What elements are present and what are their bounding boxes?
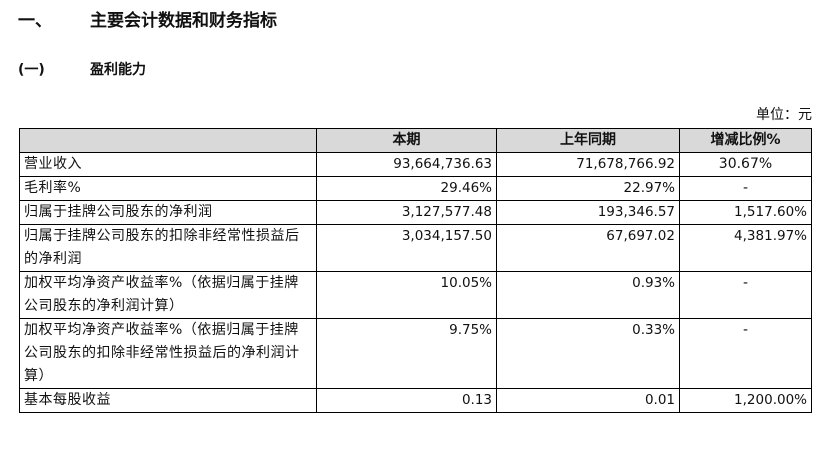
row-change: - xyxy=(679,176,812,201)
row-current: 9.75% xyxy=(316,318,497,389)
financial-indicators-table: 本期 上年同期 增减比例% 营业收入 93,664,736.63 71,678,… xyxy=(19,128,812,413)
table-row: 营业收入 93,664,736.63 71,678,766.92 30.67% xyxy=(19,152,812,177)
row-item: 基本每股收益 xyxy=(19,388,317,413)
row-change: 30.67% xyxy=(679,152,812,177)
table-row: 归属于挂牌公司股东的净利润 3,127,577.48 193,346.57 1,… xyxy=(19,200,812,225)
header-current-period: 本期 xyxy=(316,128,497,153)
row-prior: 67,697.02 xyxy=(496,224,680,272)
row-change: 1,517.60% xyxy=(679,200,812,225)
row-item: 营业收入 xyxy=(19,152,317,177)
header-prior-period: 上年同期 xyxy=(496,128,680,153)
header-change-percent: 增减比例% xyxy=(679,128,812,153)
table-row: 毛利率% 29.46% 22.97% - xyxy=(19,176,812,201)
row-current: 10.05% xyxy=(316,271,497,319)
row-prior: 193,346.57 xyxy=(496,200,680,225)
header-item xyxy=(19,128,317,153)
table-row: 加权平均净资产收益率%（依据归属于挂牌公司股东的净利润计算） 10.05% 0.… xyxy=(19,271,812,319)
section-number: 一、 xyxy=(18,11,52,31)
subsection-number: (一) xyxy=(18,62,45,78)
table-row: 归属于挂牌公司股东的扣除非经常性损益后的净利润 3,034,157.50 67,… xyxy=(19,224,812,272)
section-heading: 一、 主要会计数据和财务指标 xyxy=(18,6,277,31)
unit-label: 单位：元 xyxy=(756,107,812,123)
row-current: 3,127,577.48 xyxy=(316,200,497,225)
row-prior: 22.97% xyxy=(496,176,680,201)
row-current: 93,664,736.63 xyxy=(316,152,497,177)
row-item: 归属于挂牌公司股东的净利润 xyxy=(19,200,317,225)
subsection-title: 盈利能力 xyxy=(90,62,146,78)
row-current: 3,034,157.50 xyxy=(316,224,497,272)
row-current: 29.46% xyxy=(316,176,497,201)
row-item: 加权平均净资产收益率%（依据归属于挂牌公司股东的扣除非经常性损益后的净利润计算） xyxy=(19,318,317,389)
row-item: 归属于挂牌公司股东的扣除非经常性损益后的净利润 xyxy=(19,224,317,272)
table-header-row: 本期 上年同期 增减比例% xyxy=(19,128,812,153)
row-prior: 0.01 xyxy=(496,388,680,413)
row-item: 毛利率% xyxy=(19,176,317,201)
row-prior: 71,678,766.92 xyxy=(496,152,680,177)
row-prior: 0.93% xyxy=(496,271,680,319)
row-change: - xyxy=(679,318,812,389)
row-change: 1,200.00% xyxy=(679,388,812,413)
row-change: - xyxy=(679,271,812,319)
row-item: 加权平均净资产收益率%（依据归属于挂牌公司股东的净利润计算） xyxy=(19,271,317,319)
table-row: 基本每股收益 0.13 0.01 1,200.00% xyxy=(19,388,812,413)
row-change: 4,381.97% xyxy=(679,224,812,272)
table-row: 加权平均净资产收益率%（依据归属于挂牌公司股东的扣除非经常性损益后的净利润计算）… xyxy=(19,318,812,389)
row-prior: 0.33% xyxy=(496,318,680,389)
subsection-heading: (一) 盈利能力 xyxy=(18,59,146,79)
section-title: 主要会计数据和财务指标 xyxy=(90,11,277,31)
row-current: 0.13 xyxy=(316,388,497,413)
